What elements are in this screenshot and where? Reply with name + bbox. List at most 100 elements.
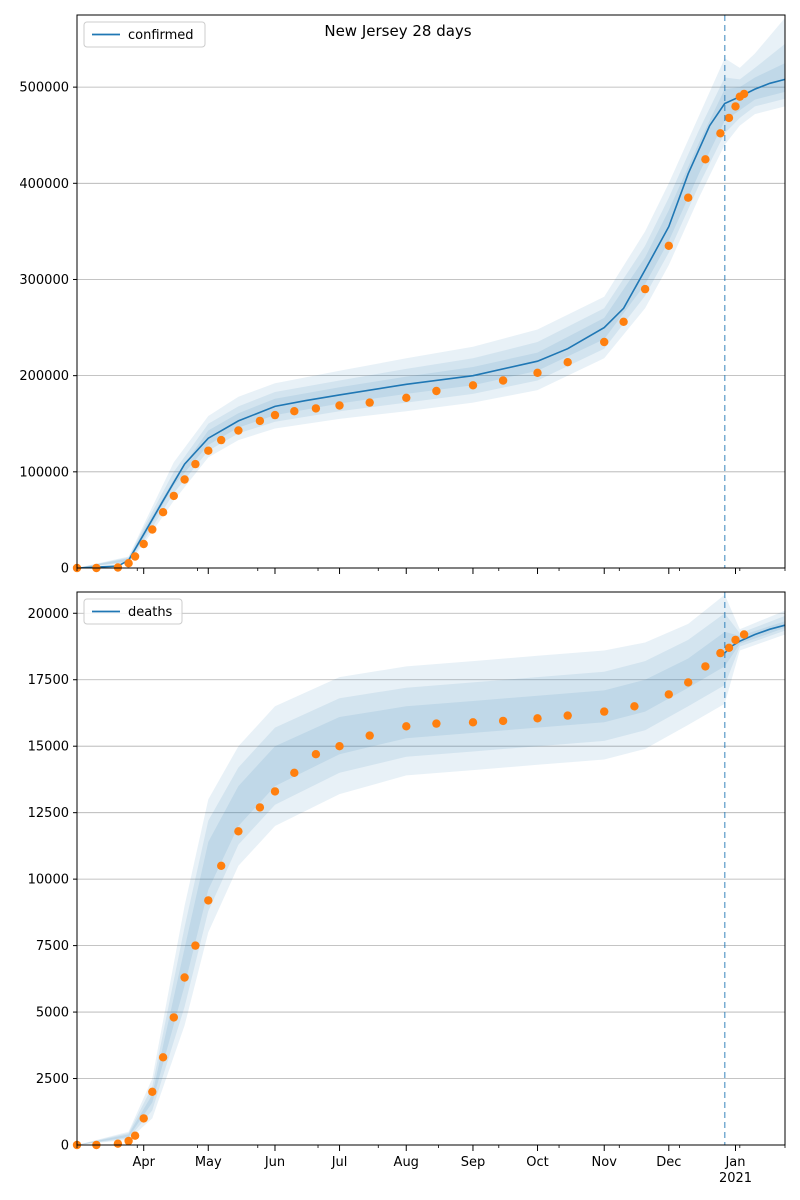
y-tick-label: 2500 bbox=[36, 1072, 69, 1087]
y-tick-label: 15000 bbox=[28, 740, 69, 755]
observed-point bbox=[180, 475, 189, 484]
observed-point bbox=[600, 337, 609, 347]
observed-point bbox=[130, 552, 140, 561]
observed-point bbox=[217, 861, 226, 870]
axes-frame bbox=[76, 591, 786, 1146]
observed-point bbox=[311, 404, 321, 413]
observed-point bbox=[270, 410, 280, 420]
observed-point bbox=[468, 718, 478, 727]
observed-point bbox=[169, 1013, 178, 1022]
x-tick-label: Jun bbox=[264, 1155, 285, 1170]
uncertainty-band bbox=[77, 621, 785, 1145]
legend: confirmed bbox=[83, 21, 206, 48]
observed-point bbox=[191, 459, 200, 469]
observed-point bbox=[498, 716, 508, 726]
y-tick-label: 200000 bbox=[19, 369, 69, 384]
legend: deaths bbox=[83, 598, 183, 625]
observed-point bbox=[139, 539, 148, 549]
x-tick-label: Dec bbox=[656, 1155, 681, 1170]
observed-point bbox=[701, 155, 710, 164]
observed-point bbox=[498, 376, 508, 385]
legend-box bbox=[83, 598, 183, 625]
observed-point bbox=[739, 89, 749, 99]
observed-point bbox=[664, 241, 673, 250]
x-tick-label: May bbox=[195, 1155, 222, 1170]
y-tick-label: 400000 bbox=[19, 177, 69, 192]
x-tick-label: Oct bbox=[526, 1155, 548, 1170]
observed-point bbox=[563, 358, 572, 367]
x-tick-label: Jul bbox=[331, 1155, 348, 1170]
observed-point bbox=[716, 648, 725, 658]
observed-point bbox=[563, 711, 572, 720]
uncertainty-band bbox=[77, 613, 785, 1145]
legend-label: confirmed bbox=[128, 28, 194, 43]
observed-point bbox=[402, 393, 411, 402]
x-tick-label: Aug bbox=[394, 1155, 419, 1170]
observed-point bbox=[432, 719, 441, 728]
x-tick-label: Nov bbox=[592, 1155, 618, 1170]
observed-point bbox=[701, 662, 710, 671]
observed-point bbox=[630, 702, 639, 711]
observed-point bbox=[290, 768, 299, 777]
observed-point bbox=[684, 678, 693, 687]
observed-point bbox=[716, 129, 725, 138]
uncertainty-band bbox=[77, 17, 785, 568]
y-tick-label: 300000 bbox=[19, 273, 69, 288]
model-line bbox=[76, 78, 786, 569]
observed-point bbox=[365, 398, 374, 407]
y-tick-label: 7500 bbox=[36, 939, 69, 954]
deaths-panel: 0 2500 5000 7500 10000 12500 15000 17500 20000 de… bbox=[28, 591, 786, 1154]
observed-point bbox=[335, 401, 344, 410]
uncertainty-band bbox=[77, 63, 785, 568]
observed-point bbox=[640, 284, 650, 294]
observed-point bbox=[664, 690, 673, 699]
y-tick-label: 0 bbox=[61, 1139, 69, 1154]
observed-point bbox=[619, 317, 628, 326]
observed-point bbox=[468, 381, 478, 390]
observed-point bbox=[255, 416, 265, 426]
observed-point bbox=[270, 787, 280, 796]
observed-point bbox=[124, 1136, 133, 1146]
observed-point bbox=[365, 731, 374, 740]
legend-label: deaths bbox=[128, 605, 173, 620]
observed-point bbox=[724, 643, 734, 652]
observed-point bbox=[148, 1087, 157, 1097]
observed-point bbox=[335, 742, 344, 751]
observed-point bbox=[217, 435, 226, 445]
observed-point bbox=[533, 368, 542, 377]
observed-point bbox=[731, 102, 740, 111]
x-tick-label: Apr bbox=[132, 1155, 155, 1170]
y-tick-label: 100000 bbox=[19, 465, 69, 480]
legend-box bbox=[83, 21, 206, 48]
observed-point bbox=[169, 491, 178, 501]
uncertainty-band bbox=[77, 43, 785, 568]
axes-frame bbox=[76, 14, 786, 569]
x-tick-label: Jan bbox=[724, 1155, 745, 1170]
observed-point bbox=[158, 1053, 168, 1062]
y-tick-label: 17500 bbox=[28, 673, 69, 688]
observed-point bbox=[533, 714, 542, 723]
observed-point bbox=[191, 941, 200, 950]
observed-point bbox=[204, 896, 213, 905]
observed-point bbox=[180, 973, 189, 982]
observed-point bbox=[113, 1139, 123, 1148]
observed-point bbox=[402, 722, 411, 731]
observed-point bbox=[124, 559, 133, 568]
y-tick-label: 12500 bbox=[28, 806, 69, 821]
observed-point bbox=[432, 386, 441, 396]
x-year-label: 2021 bbox=[719, 1171, 752, 1186]
y-tick-label: 500000 bbox=[19, 81, 69, 96]
observed-point bbox=[158, 508, 168, 517]
observed-point bbox=[234, 426, 243, 435]
uncertainty-band bbox=[77, 594, 785, 1145]
observed-point bbox=[724, 113, 734, 123]
y-tick-label: 10000 bbox=[28, 873, 69, 888]
y-tick-label: 5000 bbox=[36, 1006, 69, 1021]
observed-point bbox=[204, 446, 213, 455]
observed-point bbox=[234, 827, 243, 836]
observed-point bbox=[255, 803, 265, 812]
x-tick-label: Sep bbox=[461, 1155, 486, 1170]
observed-point bbox=[739, 630, 749, 639]
